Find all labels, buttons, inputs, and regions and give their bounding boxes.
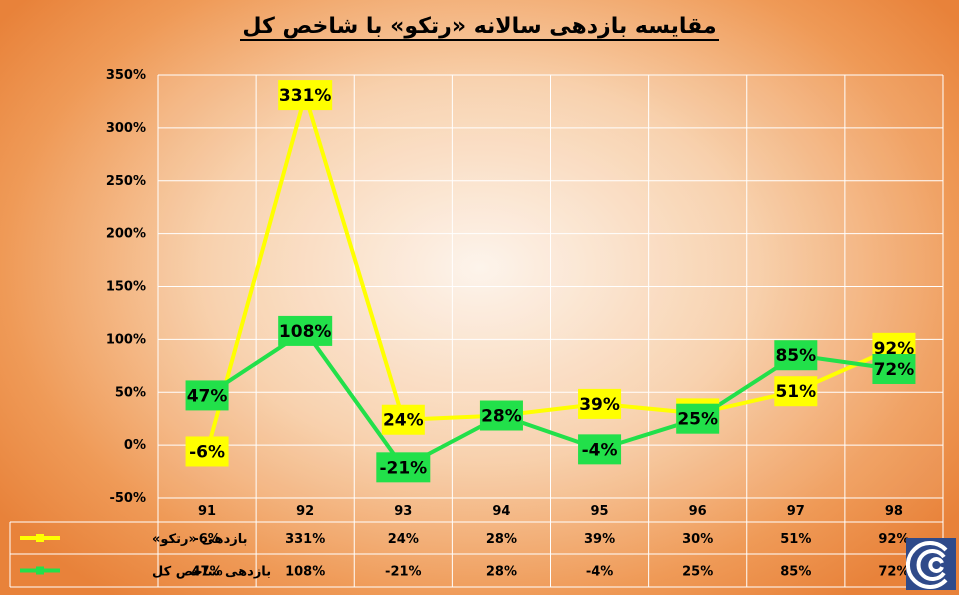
table-cell: 72%	[878, 565, 909, 580]
x-tick-label: 94	[492, 504, 510, 519]
table-cell: 47%	[192, 565, 223, 580]
y-tick-label: 100%	[106, 332, 146, 347]
data-label-box	[278, 315, 333, 346]
data-label-box	[278, 80, 333, 111]
data-label-box	[381, 404, 425, 435]
data-label: 51%	[775, 382, 816, 402]
x-tick-label: 96	[689, 504, 707, 519]
y-tick-label: 200%	[106, 227, 146, 242]
y-tick-label: -50%	[109, 491, 146, 506]
table-cell: 331%	[285, 532, 325, 547]
x-tick-label: 93	[394, 504, 412, 519]
table-cell: 30%	[682, 532, 713, 547]
x-tick-label: 91	[198, 504, 216, 519]
table-cell: 28%	[486, 565, 517, 580]
y-tick-label: 0%	[124, 438, 146, 453]
table-cell: -4%	[586, 565, 613, 580]
data-label: 25%	[677, 410, 718, 430]
table-cell: 28%	[486, 532, 517, 547]
legend-label: بازدهی «رتکو»	[152, 532, 247, 547]
data-label: 85%	[775, 346, 816, 366]
data-label: 47%	[187, 386, 228, 406]
x-tick-label: 97	[787, 504, 805, 519]
y-tick-label: 300%	[106, 121, 146, 136]
data-label: -21%	[379, 458, 427, 478]
table-cell: 92%	[878, 532, 909, 547]
company-logo-icon	[906, 538, 956, 590]
data-label-box	[185, 436, 229, 467]
table-cell: 39%	[584, 532, 615, 547]
data-label-box	[376, 452, 431, 483]
data-label: 28%	[481, 407, 522, 427]
data-label: 108%	[279, 322, 332, 342]
data-label-box	[185, 380, 229, 411]
table-cell: 85%	[780, 565, 811, 580]
table-cell: -21%	[385, 565, 422, 580]
table-cell: 108%	[285, 565, 325, 580]
data-label: 92%	[874, 339, 915, 359]
data-label: -4%	[582, 440, 618, 460]
table-cell: 51%	[780, 532, 811, 547]
data-label-box	[479, 400, 523, 431]
y-tick-label: 350%	[106, 68, 146, 83]
legend-label: بازدهی شاخص کل	[152, 565, 271, 580]
y-tick-label: 250%	[106, 174, 146, 189]
data-label-box	[578, 388, 622, 419]
table-cell: 25%	[682, 565, 713, 580]
data-label: 331%	[279, 86, 332, 106]
data-label-box	[774, 340, 818, 371]
data-label: 72%	[874, 360, 915, 380]
data-label: 24%	[383, 411, 424, 431]
data-label-box	[774, 376, 818, 407]
legend-key-marker	[36, 534, 44, 542]
data-label: 39%	[579, 395, 620, 415]
data-label: -6%	[189, 442, 225, 462]
chart-title: مقایسه بازدهی سالانه «رتکو» با شاخص کل	[240, 14, 719, 41]
x-tick-label: 95	[591, 504, 609, 519]
y-tick-label: 150%	[106, 280, 146, 295]
x-tick-label: 98	[885, 504, 903, 519]
legend-key-marker	[36, 566, 44, 575]
data-label-box	[676, 403, 720, 434]
table-cell: 24%	[388, 532, 419, 547]
x-tick-label: 92	[296, 504, 314, 519]
table-cell: -6%	[193, 532, 220, 547]
y-tick-label: 50%	[115, 385, 146, 400]
data-label-box	[872, 353, 916, 384]
data-label-box	[578, 434, 622, 465]
